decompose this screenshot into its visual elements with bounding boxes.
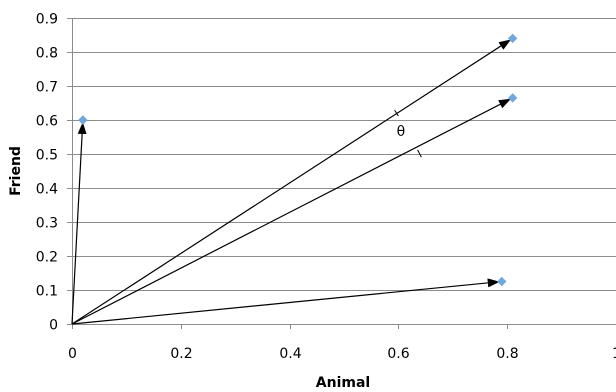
y-tick-label: 0.7 — [36, 80, 58, 96]
x-tick-label: 0.2 — [170, 346, 192, 362]
y-tick-label: 0.8 — [36, 46, 58, 62]
vector-arrow — [71, 39, 511, 325]
x-tick-label: 0.6 — [387, 346, 409, 362]
annotations: θ — [394, 109, 422, 158]
x-tick-label: 0.4 — [279, 346, 301, 362]
y-tick-label: 0.6 — [36, 114, 58, 130]
y-tick-labels: 0 0.1 0.2 0.3 0.4 0.5 0.6 0.7 0.8 0.9 — [36, 12, 58, 334]
y-tick-label: 0.3 — [36, 216, 58, 232]
x-axis-title: Animal — [316, 375, 370, 391]
y-tick-label: 0.5 — [36, 148, 58, 164]
x-tick-labels: 0 0.2 0.4 0.6 0.8 1 — [68, 346, 616, 362]
angle-tick — [394, 109, 399, 117]
grid — [72, 18, 616, 291]
data-point — [78, 115, 88, 125]
x-tick-label: 0 — [68, 346, 77, 362]
y-tick-label: 0.2 — [36, 250, 58, 266]
data-point — [507, 93, 518, 103]
vector-arrow — [71, 98, 511, 325]
angle-label: θ — [397, 124, 406, 140]
angle-tick — [417, 149, 422, 158]
x-tick-label: 0.8 — [496, 346, 518, 362]
y-axis-title: Friend — [8, 146, 24, 196]
data-points — [78, 33, 518, 287]
vectors — [71, 39, 511, 325]
x-tick-label: 1 — [612, 346, 616, 362]
data-point — [497, 276, 507, 287]
vector-arrow — [71, 278, 500, 325]
axes — [67, 18, 616, 329]
y-tick-label: 0 — [49, 318, 58, 334]
data-point — [507, 33, 518, 44]
y-tick-label: 0.9 — [36, 12, 58, 28]
y-tick-label: 0.4 — [36, 182, 58, 198]
y-tick-label: 0.1 — [36, 284, 58, 300]
vector-arrow — [71, 121, 87, 325]
